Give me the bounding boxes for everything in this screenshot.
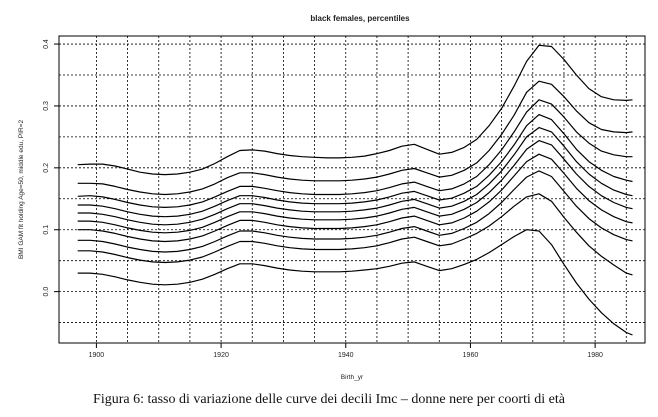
percentile-curve-4 xyxy=(77,113,633,218)
y-tick-label: 0.3 xyxy=(43,101,50,111)
percentile-curve-9 xyxy=(77,193,633,276)
series-group xyxy=(77,44,633,336)
percentile-curve-10 xyxy=(77,229,633,336)
x-axis-label: Birth_yr xyxy=(341,374,364,381)
percentile-curve-6 xyxy=(77,140,633,234)
percentile-curve-7 xyxy=(77,153,633,243)
x-tick-label: 1980 xyxy=(587,352,603,359)
grid xyxy=(59,36,645,343)
y-tick-label: 0.4 xyxy=(43,39,50,49)
y-axis-label: BMI GAM fit holding Age=50, middle edu, … xyxy=(18,120,25,259)
y-axis: 0.0 0.1 0.2 0.3 0.4 xyxy=(43,39,59,296)
percentile-curve-5 xyxy=(77,126,633,226)
y-tick-label: 0.0 xyxy=(43,287,50,297)
x-tick-label: 1960 xyxy=(463,352,479,359)
x-tick-label: 1920 xyxy=(213,352,229,359)
percentile-curve-8 xyxy=(77,170,633,253)
x-axis: 1900 1920 1940 1960 1980 xyxy=(89,343,603,359)
percentile-curve-2 xyxy=(77,80,633,196)
x-tick-label: 1940 xyxy=(338,352,354,359)
y-tick-label: 0.1 xyxy=(43,225,50,235)
percentile-curve-3 xyxy=(77,99,633,208)
y-tick-label: 0.2 xyxy=(43,163,50,173)
x-tick-label: 1900 xyxy=(89,352,105,359)
percentile-curve-1 xyxy=(77,44,633,176)
figure-caption: Figura 6: tasso di variazione delle curv… xyxy=(93,392,565,407)
percentile-chart: black females, percentiles 1900 1920 1940 1… xyxy=(18,14,646,381)
plot-frame xyxy=(58,35,646,344)
chart-title: black females, percentiles xyxy=(310,14,410,23)
